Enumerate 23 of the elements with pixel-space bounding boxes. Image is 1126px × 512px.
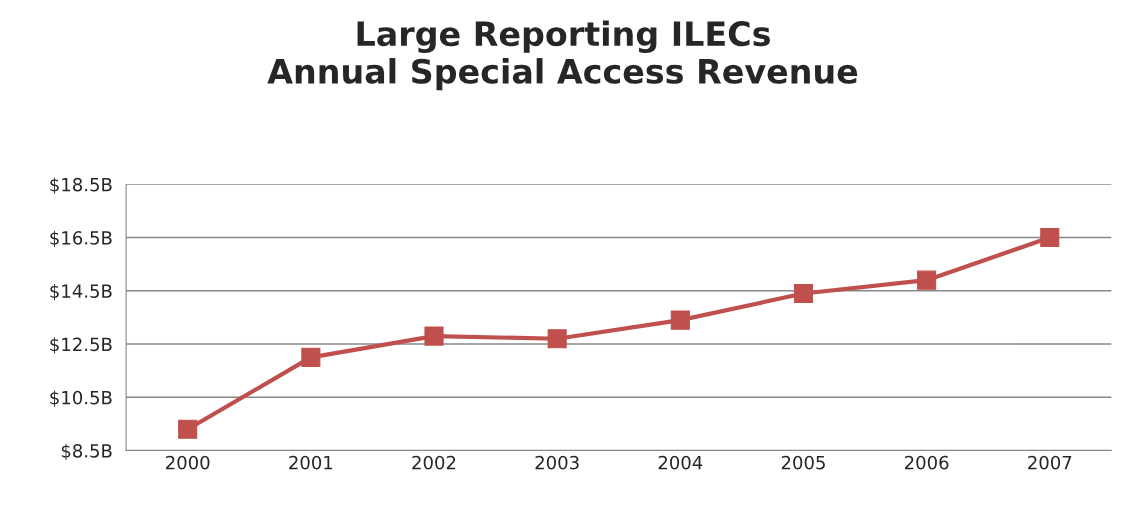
x-tick-label: 2004 [658, 455, 703, 470]
y-tick-label: $14.5B [50, 283, 112, 301]
point [178, 419, 198, 439]
x-tick-label: 2001 [289, 455, 333, 470]
point [670, 310, 690, 330]
y-tick-label: $12.5B [50, 337, 112, 354]
y-tick-label: $16.5B [50, 230, 112, 248]
chart-title: Large Reporting ILECs Annual Special Access Revenue [267, 20, 858, 91]
point [917, 270, 937, 290]
x-tick-label: 2006 [904, 455, 949, 470]
point [301, 347, 321, 367]
x-tick-label: 2002 [412, 455, 456, 470]
point [424, 326, 444, 346]
y-tick-label: $8.5B [61, 443, 112, 461]
point [547, 329, 567, 349]
y-tick-label: $10.5B [50, 390, 112, 407]
y-tick-label: $18.5B [50, 177, 112, 194]
point [1040, 228, 1060, 248]
x-tick-label: 2007 [1028, 455, 1072, 470]
x-tick-label: 2000 [166, 455, 210, 470]
point [793, 283, 814, 304]
x-tick-label: 2005 [781, 455, 825, 470]
x-tick-label: 2003 [535, 455, 579, 470]
